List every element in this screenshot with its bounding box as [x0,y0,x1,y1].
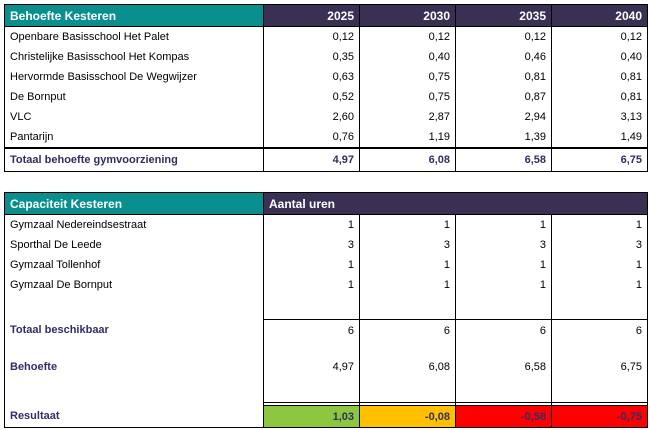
need-value: 0,75 [359,67,455,87]
need-value: 1,39 [455,127,551,147]
empty-cell [263,377,359,403]
empty-cell [551,377,647,403]
year-header-2040: 2040 [551,5,647,27]
total-need-value: 6,58 [455,147,551,171]
capacity-value: 3 [359,235,455,255]
need-value: 0,63 [263,67,359,87]
behoefte-table-title: Behoefte Kesteren [5,5,263,27]
empty-cell [5,341,263,357]
spacer [455,403,551,405]
empty-cell [551,295,647,319]
spacer [551,403,647,405]
available-value: 6 [359,319,455,341]
need-value: 0,46 [455,47,551,67]
need-value: 0,81 [551,67,647,87]
spacer [5,403,263,405]
result-value-negative: -0,58 [455,405,551,427]
empty-cell [455,295,551,319]
year-header-2035: 2035 [455,5,551,27]
need-value: 0,40 [551,47,647,67]
capacity-value: 1 [263,275,359,295]
need-value: 2,94 [455,107,551,127]
need-value: 0,35 [263,47,359,67]
behoefte-table: Behoefte Kesteren 2025 2030 2035 2040 Op… [4,4,648,172]
school-name: Openbare Basisschool Het Palet [10,31,169,43]
capacity-value: 1 [359,255,455,275]
school-name: Christelijke Basisschool Het Kompas [10,51,190,63]
capacity-value: 3 [455,235,551,255]
capacity-value: 1 [359,215,455,235]
need-value: 0,12 [263,27,359,47]
capacity-value: 1 [263,255,359,275]
need-value: 0,76 [263,127,359,147]
empty-cell [359,377,455,403]
school-name: Pantarijn [10,131,54,143]
total-need-label: Totaal behoefte gymvoorziening [5,147,263,171]
need-value: 0,12 [359,27,455,47]
empty-cell [5,295,263,319]
available-value: 6 [263,319,359,341]
spacer [359,403,455,405]
need-value: 0,52 [263,87,359,107]
total-need-value: 6,75 [551,147,647,171]
capacity-value: 1 [455,255,551,275]
need-summary-value: 6,58 [455,357,551,377]
need-value: 0,40 [359,47,455,67]
facility-name: Gymzaal Nedereindsestraat [10,219,147,231]
empty-cell [551,341,647,357]
capaciteit-table-title: Capaciteit Kesteren [5,193,263,215]
empty-cell [263,341,359,357]
school-name: Hervormde Basisschool De Wegwijzer [10,71,197,83]
capacity-value: 1 [551,215,647,235]
capacity-value: 1 [455,275,551,295]
school-name: De Bornput [10,91,66,103]
need-value: 1,19 [359,127,455,147]
empty-cell [5,377,263,403]
need-value: 1,49 [551,127,647,147]
facility-name: Gymzaal De Bornput [10,279,113,291]
capacity-value: 1 [551,255,647,275]
result-value-positive: 1,03 [263,405,359,427]
total-need-value: 4,97 [263,147,359,171]
need-value: 0,75 [359,87,455,107]
empty-cell [263,295,359,319]
result-value-negative: -0,75 [551,405,647,427]
empty-cell [455,377,551,403]
empty-cell [359,295,455,319]
units-header: Aantal uren [263,193,647,215]
capaciteit-table: Capaciteit Kesteren Aantal uren Gymzaal … [4,192,648,428]
total-available-label: Totaal beschikbaar [10,324,109,336]
capacity-value: 1 [359,275,455,295]
need-summary-label: Behoefte [10,361,58,373]
need-value: 0,81 [551,87,647,107]
need-summary-value: 6,75 [551,357,647,377]
need-summary-value: 4,97 [263,357,359,377]
need-value: 0,12 [455,27,551,47]
available-value: 6 [551,319,647,341]
empty-cell [359,341,455,357]
year-header-2030: 2030 [359,5,455,27]
total-need-value: 6,08 [359,147,455,171]
need-value: 0,87 [455,87,551,107]
need-summary-value: 6,08 [359,357,455,377]
capacity-value: 1 [263,215,359,235]
capacity-value: 1 [455,215,551,235]
need-value: 0,12 [551,27,647,47]
school-name: VLC [10,111,32,123]
capacity-value: 3 [551,235,647,255]
year-header-2025: 2025 [263,5,359,27]
need-value: 2,87 [359,107,455,127]
need-value: 3,13 [551,107,647,127]
spacer [263,403,359,405]
result-value-warning: -0,08 [359,405,455,427]
need-value: 0,81 [455,67,551,87]
available-value: 6 [455,319,551,341]
capacity-value: 1 [551,275,647,295]
need-value: 2,60 [263,107,359,127]
facility-name: Gymzaal Tollenhof [10,259,101,271]
capacity-value: 3 [263,235,359,255]
facility-name: Sporthal De Leede [10,239,102,251]
result-label: Resultaat [10,410,60,422]
empty-cell [455,341,551,357]
